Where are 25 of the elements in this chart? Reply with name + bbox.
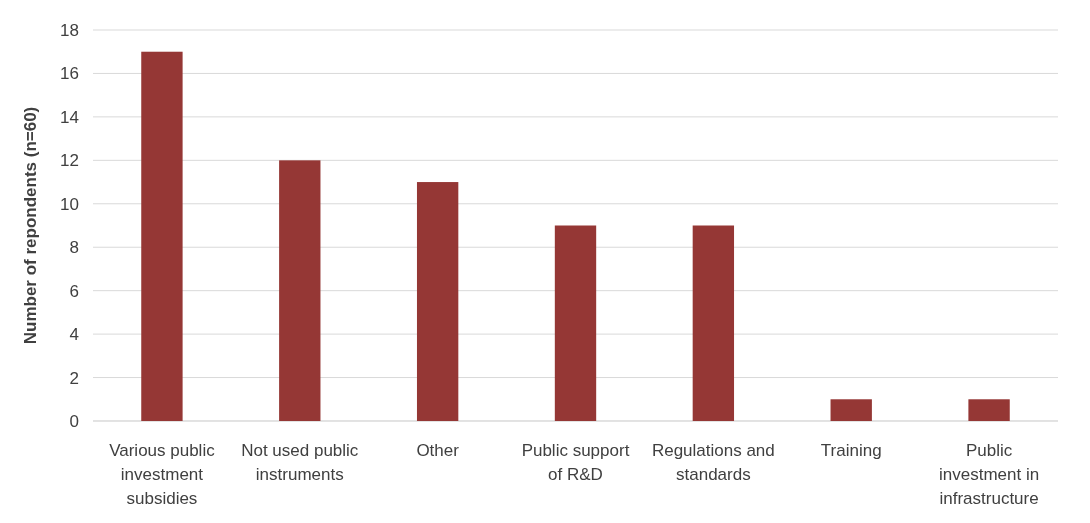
bar (279, 160, 321, 421)
x-tick-label: Regulations and standards (651, 441, 775, 484)
bar (416, 182, 459, 421)
x-tick-label: Training (820, 441, 882, 460)
x-tick-label: Other (416, 441, 460, 460)
y-axis-title: Number of repondents (n=60) (21, 106, 40, 345)
x-tick-label: Public support of R&D (521, 441, 630, 484)
bar (554, 225, 597, 421)
y-tick-label: 18 (60, 20, 79, 40)
y-tick-label: 8 (69, 238, 79, 258)
x-tick-label: Not used public instruments (241, 441, 359, 484)
y-tick-label: 2 (69, 368, 79, 388)
bar (830, 399, 872, 421)
y-tick-label: 12 (60, 151, 79, 171)
y-tick-label: 10 (60, 194, 79, 214)
y-tick-label: 6 (69, 281, 79, 301)
bar (692, 225, 735, 421)
x-tick-label: Public investment in infrastructure (938, 441, 1040, 508)
y-tick-label: 14 (60, 107, 79, 127)
x-tick-label: Various public investment subsidies (109, 441, 216, 508)
bar (968, 399, 1010, 421)
bar (141, 51, 183, 421)
y-tick-label: 16 (60, 64, 79, 84)
y-tick-label: 4 (69, 325, 79, 345)
y-tick-label: 0 (69, 411, 79, 431)
